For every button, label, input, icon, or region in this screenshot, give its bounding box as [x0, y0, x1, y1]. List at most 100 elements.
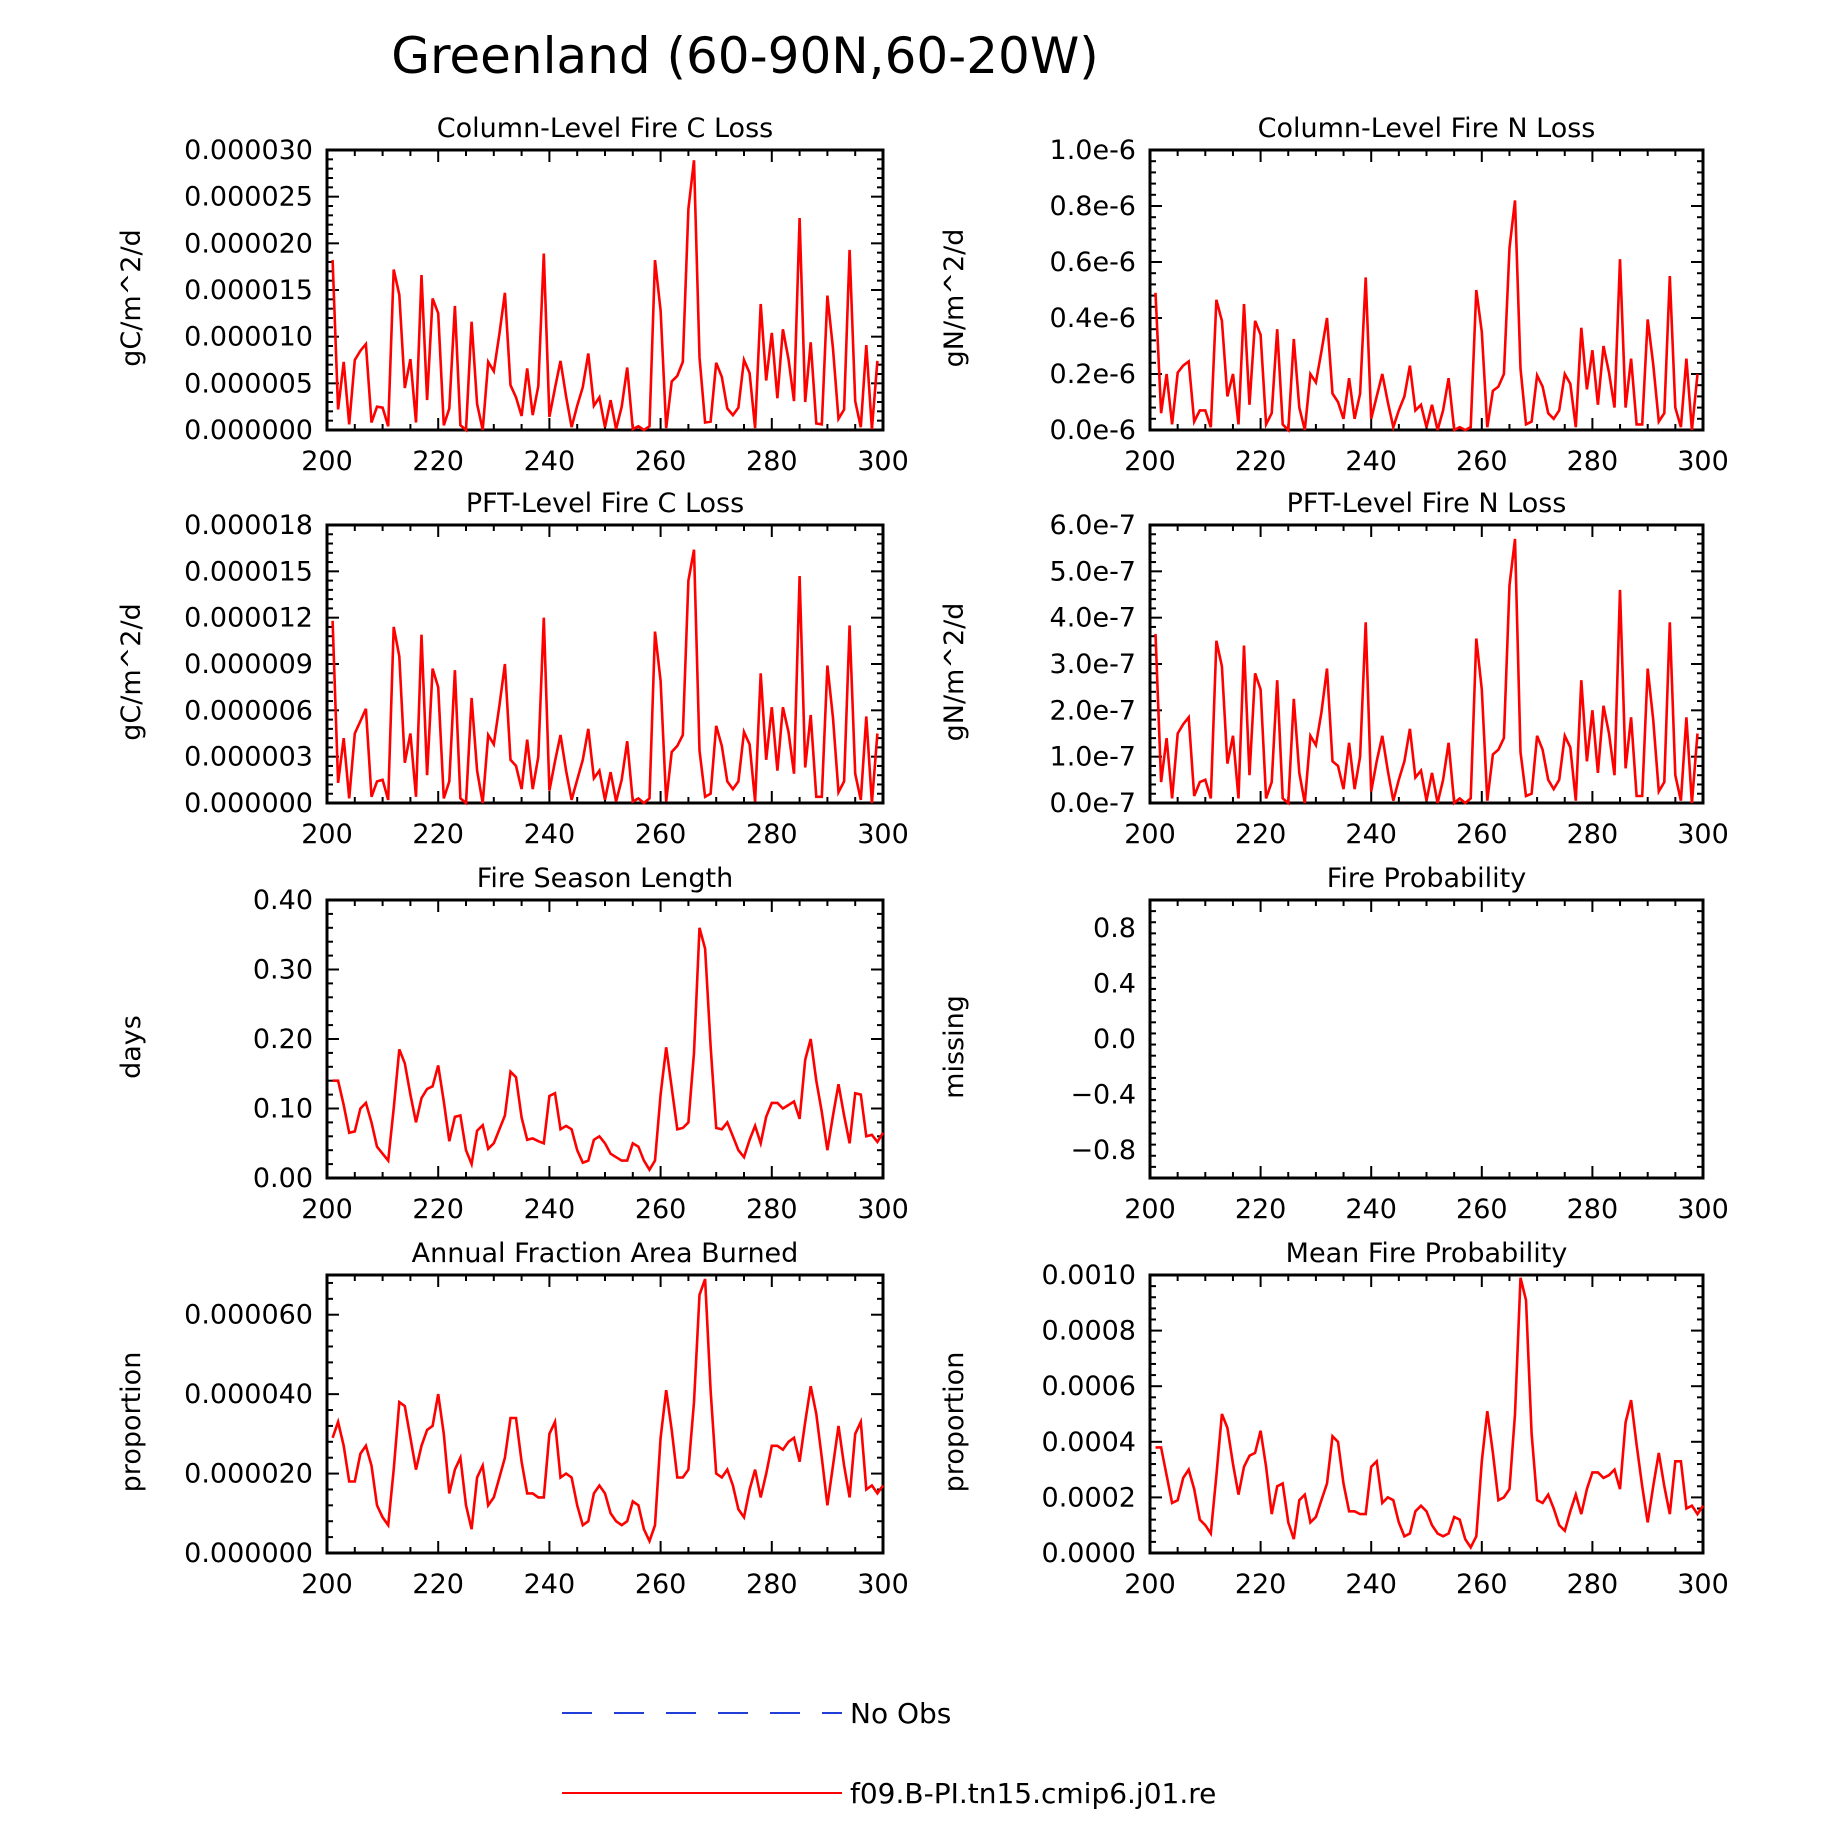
- panel-2: Column-Level Fire N Loss gN/m^2/d 200 220 24…: [939, 113, 1729, 477]
- x-tick-label: 220: [1235, 446, 1287, 477]
- x-tick-label: 260: [1456, 1194, 1508, 1225]
- y-tick-label: 0.0002: [1042, 1482, 1136, 1513]
- x-tick-label: 240: [1345, 1569, 1397, 1600]
- x-tick-label: 200: [1124, 446, 1176, 477]
- panel-title: Mean Fire Probability: [1286, 1238, 1568, 1269]
- y-tick-label: 0.000020: [184, 1459, 313, 1490]
- series-line: [331, 549, 879, 806]
- y-tick-label: 2.0e-7: [1050, 695, 1136, 726]
- y-tick-label: 0.00: [253, 1163, 313, 1194]
- y-axis-label: gN/m^2/d: [939, 229, 970, 368]
- x-tick-label: 280: [1567, 1194, 1619, 1225]
- y-tick-label: 0.000060: [184, 1300, 313, 1331]
- x-tick-label: 220: [412, 446, 464, 477]
- y-tick-label: 0.0e-7: [1050, 788, 1136, 819]
- y-tick-label: 0.30: [253, 955, 313, 986]
- x-tick-label: 260: [1456, 1569, 1508, 1600]
- y-axis-label: missing: [939, 995, 970, 1099]
- y-axis-label: gC/m^2/d: [116, 603, 147, 740]
- series-line: [331, 160, 879, 433]
- y-tick-label: −0.4: [1070, 1080, 1136, 1111]
- panel-title: Column-Level Fire N Loss: [1258, 113, 1596, 144]
- x-tick-label: 280: [746, 446, 798, 477]
- x-tick-label: 280: [746, 819, 798, 850]
- x-tick-label: 260: [1456, 446, 1508, 477]
- panel-title: Annual Fraction Area Burned: [412, 1238, 799, 1269]
- y-tick-label: 1.0e-6: [1050, 135, 1136, 166]
- y-tick-label: 0.000000: [184, 788, 313, 819]
- x-tick-label: 200: [301, 1569, 353, 1600]
- y-tick-label: 6.0e-7: [1050, 510, 1136, 541]
- x-tick-label: 220: [412, 1569, 464, 1600]
- x-tick-label: 280: [1567, 819, 1619, 850]
- x-tick-label: 200: [1124, 1194, 1176, 1225]
- figure-title: Greenland (60-90N,60-20W): [391, 27, 1099, 85]
- panel-4: PFT-Level Fire N Loss gN/m^2/d 200 220 240 26…: [939, 488, 1729, 850]
- plot-frame: [1148, 898, 1705, 1180]
- series-line: [1155, 1277, 1705, 1550]
- y-tick-label: 0.000000: [184, 1538, 313, 1569]
- x-tick-label: 200: [1124, 819, 1176, 850]
- y-tick-label: 0.40: [253, 885, 313, 916]
- y-tick-label: 0.000003: [184, 742, 313, 773]
- x-tick-label: 200: [1124, 1569, 1176, 1600]
- x-tick-label: 260: [635, 446, 687, 477]
- y-tick-label: 0.2e-6: [1050, 359, 1136, 390]
- y-tick-label: 0.0010: [1042, 1260, 1136, 1291]
- x-tick-label: 300: [1677, 1569, 1729, 1600]
- panel-5: Fire Season Length days 200 220 240 260 280 300…: [116, 863, 909, 1225]
- panel-6: Fire Probability missing 200 220 240 260 280 30…: [939, 863, 1729, 1225]
- y-tick-label: 0.000006: [184, 695, 313, 726]
- y-tick-label: 0.6e-6: [1050, 247, 1136, 278]
- x-tick-label: 240: [524, 1194, 576, 1225]
- panel-7: Annual Fraction Area Burned proportion 200…: [116, 1238, 909, 1600]
- x-tick-label: 300: [857, 819, 909, 850]
- y-tick-label: 0.4e-6: [1050, 303, 1136, 334]
- x-tick-label: 240: [1345, 446, 1397, 477]
- y-axis-label: gN/m^2/d: [939, 603, 970, 742]
- panel-title: Fire Probability: [1327, 863, 1527, 894]
- y-tick-label: 0.0004: [1042, 1427, 1136, 1458]
- y-tick-label: 0.8: [1093, 913, 1136, 944]
- x-tick-label: 300: [857, 1569, 909, 1600]
- plot-frame: [325, 148, 885, 432]
- y-axis-label: days: [116, 1015, 147, 1079]
- x-tick-label: 220: [1235, 1194, 1287, 1225]
- y-tick-label: 0.000010: [184, 322, 313, 353]
- x-tick-label: 260: [635, 819, 687, 850]
- y-tick-label: 3.0e-7: [1050, 649, 1136, 680]
- y-tick-label: 0.000015: [184, 556, 313, 587]
- y-tick-label: 0.20: [253, 1024, 313, 1055]
- y-tick-label: 0.000000: [184, 415, 313, 446]
- x-tick-label: 240: [1345, 1194, 1397, 1225]
- y-tick-label: 0.10: [253, 1094, 313, 1125]
- x-tick-label: 240: [1345, 819, 1397, 850]
- y-tick-label: −0.8: [1070, 1135, 1136, 1166]
- x-tick-label: 220: [412, 819, 464, 850]
- y-tick-label: 0.000012: [184, 603, 313, 634]
- x-tick-label: 220: [1235, 819, 1287, 850]
- x-tick-label: 240: [524, 446, 576, 477]
- panel-8: Mean Fire Probability proportion 200 220 240…: [939, 1238, 1729, 1600]
- x-tick-label: 280: [1567, 1569, 1619, 1600]
- panel-1: Column-Level Fire C Loss gC/m^2/d 200 220 24…: [116, 113, 909, 477]
- y-tick-label: 0.0: [1093, 1024, 1136, 1055]
- plot-frame: [325, 1273, 885, 1555]
- x-tick-label: 260: [635, 1569, 687, 1600]
- legend: No Obs f09.B-PI.tn15.cmip6.j01.re: [562, 1697, 1216, 1810]
- y-axis-label: gC/m^2/d: [116, 229, 147, 366]
- y-tick-label: 0.4: [1093, 968, 1136, 999]
- x-tick-label: 300: [857, 1194, 909, 1225]
- panel-title: Column-Level Fire C Loss: [437, 113, 773, 144]
- y-tick-label: 0.0006: [1042, 1371, 1136, 1402]
- panel-title: Fire Season Length: [477, 863, 733, 894]
- series-line: [1154, 200, 1699, 433]
- x-tick-label: 220: [412, 1194, 464, 1225]
- plot-frame: [325, 898, 885, 1180]
- series-line: [332, 927, 885, 1173]
- x-tick-label: 240: [524, 1569, 576, 1600]
- x-tick-label: 260: [1456, 819, 1508, 850]
- panel-3: PFT-Level Fire C Loss gC/m^2/d 200 220 240 26…: [116, 488, 909, 850]
- y-tick-label: 0.0e-6: [1050, 415, 1136, 446]
- series-line: [331, 1278, 885, 1545]
